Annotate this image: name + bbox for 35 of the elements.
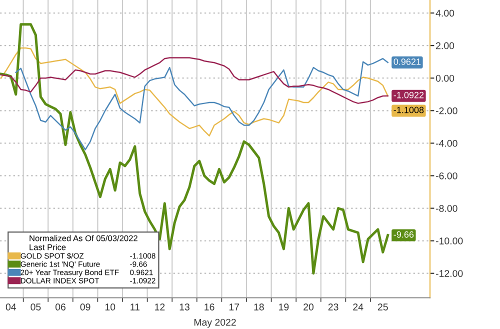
y-tick-label: 0.00 [436, 74, 454, 82]
legend-title: Normalized As Of 05/03/2022 Last Price [30, 235, 138, 250]
y-tick-label: 4.00 [436, 10, 454, 17]
y-tick-label: -8.00 [436, 204, 458, 212]
data-label: -1.1008 [394, 106, 424, 114]
x-tick-label: 19 [279, 304, 289, 310]
line-series [0, 23, 390, 275]
x-tick-label: 12 [155, 304, 165, 310]
x-tick-label: 17 [229, 304, 240, 310]
line-series [0, 47, 388, 136]
x-axis-title: May 2022 [194, 318, 236, 328]
y-tick-label: -12.00 [436, 270, 463, 277]
x-tick-label: 13 [180, 304, 190, 310]
y-tick-label: -6.00 [436, 172, 458, 180]
y-tick-label: -2.00 [436, 107, 458, 114]
x-tick-label: 09 [80, 304, 90, 310]
x-tick-label: 25 [378, 304, 388, 310]
y-tick-label: -4.00 [436, 140, 458, 147]
line-series [15, 58, 388, 150]
x-tick-label: 11 [130, 304, 140, 310]
x-tick-label: 24 [353, 304, 364, 310]
x-tick-label: 10 [105, 304, 116, 310]
x-tick-label: 18 [254, 304, 264, 310]
y-tick-label: 2.00 [436, 42, 454, 50]
line-series [0, 57, 388, 104]
data-label: 0.9621 [394, 58, 421, 65]
x-tick-label: 06 [55, 304, 66, 310]
x-tick-label: 16 [204, 304, 214, 310]
x-tick-label: 23 [328, 304, 338, 310]
y-tick-label: -10.00 [436, 238, 463, 244]
x-tick-label: 05 [30, 304, 41, 310]
x-tick-label: 20 [304, 304, 314, 310]
data-label: -9.66 [394, 231, 414, 238]
data-label: -1.0922 [394, 92, 424, 98]
x-tick-label: 04 [6, 304, 16, 310]
